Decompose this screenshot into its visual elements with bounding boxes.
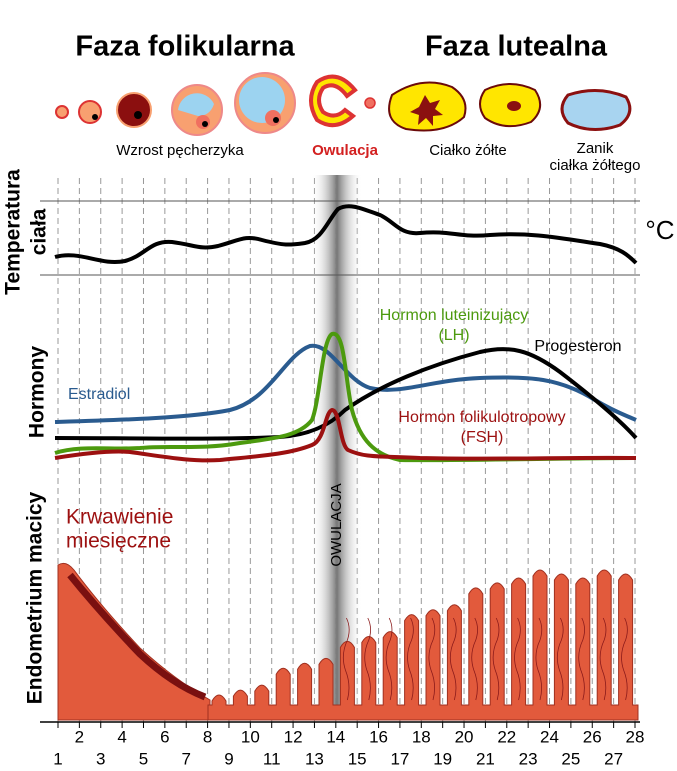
hormone-label: Hormon luteinizujący bbox=[380, 307, 529, 324]
day-label: 7 bbox=[181, 749, 190, 768]
panel-label: ciała bbox=[28, 208, 51, 255]
spiral-artery bbox=[471, 617, 478, 701]
hormone-label: (FSH) bbox=[461, 429, 504, 446]
day-label: 23 bbox=[519, 749, 538, 768]
spiral-artery bbox=[364, 617, 371, 701]
day-label: 19 bbox=[433, 749, 452, 768]
day-label: 6 bbox=[160, 727, 169, 746]
endometrium bbox=[57, 562, 639, 721]
spiral-artery bbox=[599, 617, 607, 701]
day-label: 17 bbox=[390, 749, 409, 768]
panel-label: Temperatura bbox=[2, 169, 25, 295]
hormone-label: (LH) bbox=[438, 327, 469, 344]
stage-label: Owulacja bbox=[312, 142, 379, 159]
ovulation-band bbox=[312, 175, 362, 720]
day-label: 18 bbox=[412, 727, 431, 746]
progesterone-curve bbox=[54, 347, 638, 441]
day-label: 2 bbox=[75, 727, 84, 746]
lh-curve bbox=[54, 331, 637, 463]
spiral-artery bbox=[492, 617, 500, 701]
day-label: 27 bbox=[604, 749, 623, 768]
day-label: 25 bbox=[561, 749, 580, 768]
spiral-artery bbox=[556, 617, 564, 701]
day-label: 24 bbox=[540, 727, 559, 746]
endometrium-glands bbox=[207, 569, 639, 721]
day-label: 8 bbox=[203, 727, 212, 746]
hormone-label: Progesteron bbox=[534, 338, 621, 355]
follicle-icons bbox=[55, 72, 632, 136]
day-label: 16 bbox=[369, 727, 388, 746]
stage-label: ciałka żółtego bbox=[550, 157, 641, 174]
day-label: 1 bbox=[53, 749, 62, 768]
stage-label: Ciałko żółte bbox=[429, 142, 507, 159]
day-label: 26 bbox=[583, 727, 602, 746]
day-label: 3 bbox=[96, 749, 105, 768]
day-labels: 1234567891011121314151617181920212223242… bbox=[53, 722, 644, 768]
spiral-artery bbox=[621, 617, 628, 701]
spiral-artery bbox=[342, 617, 350, 701]
spiral-artery bbox=[407, 617, 414, 701]
day-label: 28 bbox=[626, 727, 645, 746]
spiral-artery bbox=[428, 617, 436, 701]
day-label: 4 bbox=[117, 727, 126, 746]
stage-label: Zanik bbox=[577, 140, 614, 157]
estradiol-curve bbox=[54, 343, 637, 424]
spiral-artery bbox=[514, 617, 521, 701]
menstrual-blood bbox=[67, 572, 207, 701]
temperature-curve bbox=[54, 204, 638, 265]
day-label: 10 bbox=[241, 727, 260, 746]
day-label: 22 bbox=[497, 727, 516, 746]
ovulation-band-label: OWULACJA bbox=[328, 483, 345, 566]
menstruation-label: Krwawienie bbox=[66, 506, 173, 529]
fsh-curve bbox=[54, 407, 637, 463]
spiral-artery bbox=[385, 617, 393, 701]
spiral-artery bbox=[535, 617, 543, 701]
panel-label: Hormony bbox=[26, 346, 49, 438]
hormone-label: Hormon folikulotropowy bbox=[398, 409, 565, 426]
stage-label: Wzrost pęcherzyka bbox=[116, 142, 244, 159]
day-label: 11 bbox=[263, 749, 281, 768]
phase-title: Faza folikularna bbox=[75, 31, 295, 63]
spiral-artery bbox=[578, 617, 585, 701]
day-label: 15 bbox=[348, 749, 367, 768]
phase-title: Faza lutealna bbox=[425, 31, 608, 63]
day-label: 9 bbox=[224, 749, 233, 768]
spiral-artery bbox=[449, 617, 457, 701]
day-label: 13 bbox=[305, 749, 324, 768]
day-label: 5 bbox=[139, 749, 148, 768]
day-label: 14 bbox=[326, 727, 345, 746]
day-label: 12 bbox=[284, 727, 303, 746]
day-label: 21 bbox=[476, 749, 495, 768]
panel-label: Endometrium macicy bbox=[24, 491, 47, 704]
hormone-label: Estradiol bbox=[68, 386, 130, 403]
temperature-unit: °C bbox=[645, 215, 674, 245]
menstruation-label: miesięczne bbox=[66, 530, 171, 553]
day-label: 20 bbox=[455, 727, 474, 746]
